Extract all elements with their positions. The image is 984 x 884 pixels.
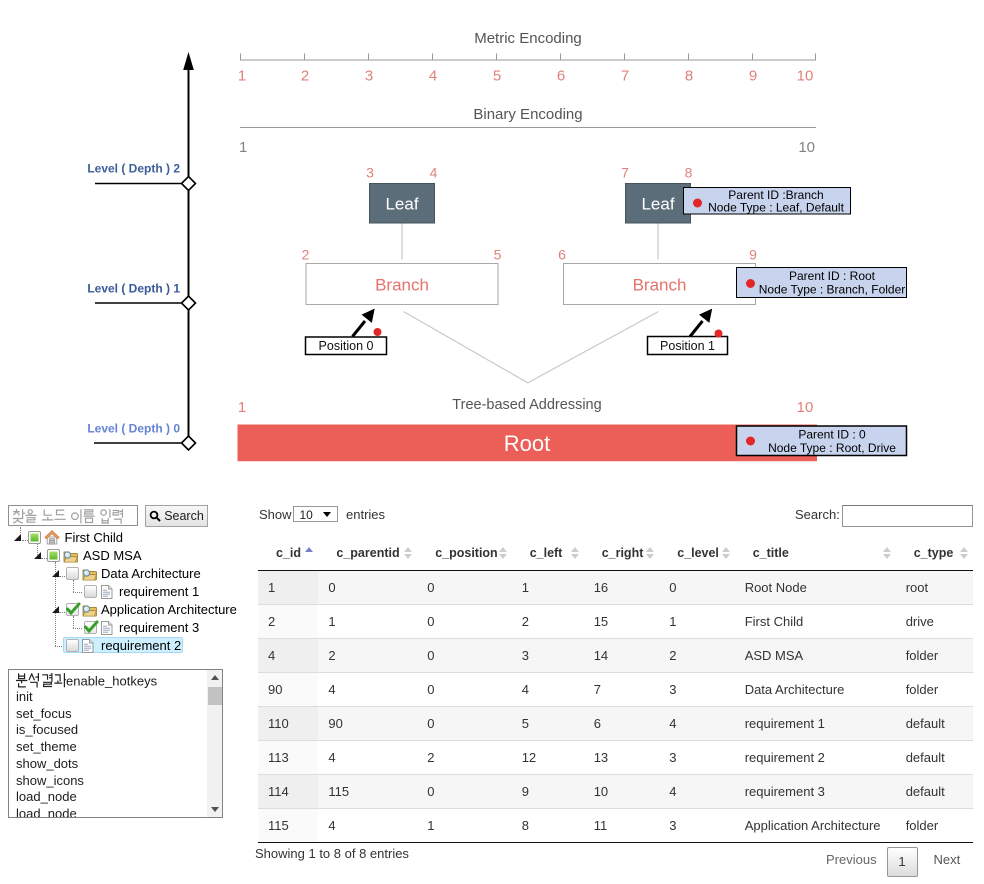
svg-text:Root: Root bbox=[504, 431, 550, 456]
svg-text:Parent ID :Branch: Parent ID :Branch bbox=[728, 188, 823, 202]
svg-text:Metric Encoding: Metric Encoding bbox=[474, 30, 582, 47]
svg-text:9: 9 bbox=[749, 247, 757, 263]
svg-text:Node Type : Root, Drive: Node Type : Root, Drive bbox=[768, 441, 896, 455]
svg-text:Level ( Depth ) 0: Level ( Depth ) 0 bbox=[87, 422, 180, 436]
svg-text:Position 1: Position 1 bbox=[660, 339, 715, 353]
svg-text:Node Type : Leaf, Default: Node Type : Leaf, Default bbox=[708, 201, 845, 215]
svg-text:Branch: Branch bbox=[633, 276, 687, 295]
svg-text:8: 8 bbox=[685, 165, 693, 181]
svg-text:2: 2 bbox=[302, 247, 310, 263]
svg-text:6: 6 bbox=[558, 247, 566, 263]
svg-text:Branch: Branch bbox=[375, 276, 429, 295]
svg-text:8: 8 bbox=[685, 68, 693, 85]
svg-text:3: 3 bbox=[366, 165, 374, 181]
svg-text:7: 7 bbox=[621, 165, 629, 181]
svg-text:Leaf: Leaf bbox=[641, 195, 674, 214]
svg-text:1: 1 bbox=[238, 68, 246, 85]
svg-text:1: 1 bbox=[238, 399, 246, 416]
svg-text:1: 1 bbox=[239, 139, 247, 156]
svg-text:Parent ID : Root: Parent ID : Root bbox=[789, 269, 876, 283]
svg-text:4: 4 bbox=[429, 68, 437, 85]
svg-text:10: 10 bbox=[797, 399, 814, 416]
svg-text:Tree-based Addressing: Tree-based Addressing bbox=[452, 397, 601, 413]
svg-text:3: 3 bbox=[365, 68, 373, 85]
svg-text:Node Type : Branch, Folder: Node Type : Branch, Folder bbox=[759, 283, 906, 297]
svg-text:10: 10 bbox=[797, 68, 814, 85]
svg-text:5: 5 bbox=[494, 247, 502, 263]
svg-text:2: 2 bbox=[301, 68, 309, 85]
svg-text:Level ( Depth ) 1: Level ( Depth ) 1 bbox=[87, 282, 180, 296]
svg-text:5: 5 bbox=[493, 68, 501, 85]
svg-text:Parent ID : 0: Parent ID : 0 bbox=[798, 428, 866, 442]
svg-text:Leaf: Leaf bbox=[385, 195, 418, 214]
svg-text:Position 0: Position 0 bbox=[319, 339, 374, 353]
svg-text:Level ( Depth ) 2: Level ( Depth ) 2 bbox=[87, 162, 180, 176]
svg-text:7: 7 bbox=[621, 68, 629, 85]
svg-text:9: 9 bbox=[749, 68, 757, 85]
svg-text:10: 10 bbox=[798, 139, 815, 156]
svg-text:Binary Encoding: Binary Encoding bbox=[473, 106, 582, 123]
svg-text:4: 4 bbox=[430, 165, 438, 181]
svg-text:6: 6 bbox=[557, 68, 565, 85]
